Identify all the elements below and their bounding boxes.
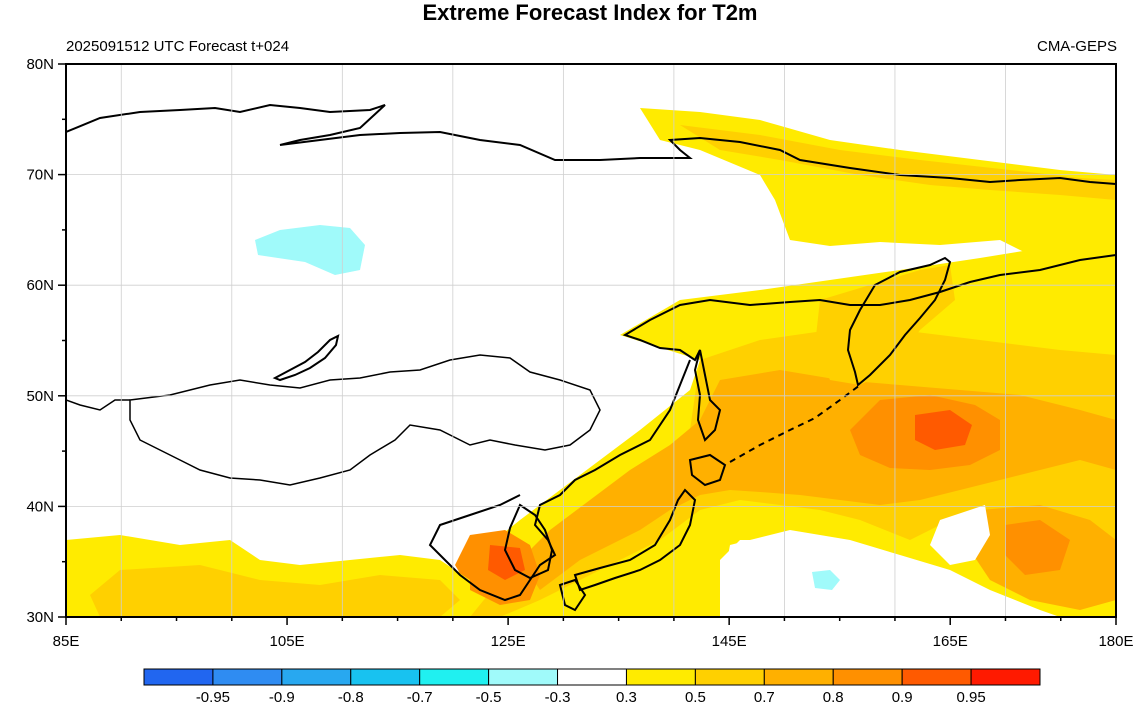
efi-region-pacific-5 — [915, 410, 972, 450]
colorbar-label: -0.95 — [196, 689, 230, 704]
lat-tick-label: 30N — [26, 609, 54, 626]
border-west — [66, 399, 130, 411]
coastline-kurils — [729, 384, 861, 463]
lat-tick-label: 60N — [26, 277, 54, 294]
chart-title: Extreme Forecast Index for T2m — [422, 0, 758, 25]
coastline-eastasia — [428, 359, 691, 602]
colorbar: -0.95 -0.9 -0.8 -0.7 -0.5 -0.3 0.3 0.5 0.7 0.8 0.9… — [143, 668, 1041, 704]
coastline-kamchatka — [846, 256, 952, 387]
colorbar-swatch — [419, 668, 490, 686]
efi-clear-mid-pacific — [930, 505, 990, 565]
colorbar-label: -0.7 — [407, 689, 433, 704]
coastline-chukotka — [622, 254, 1116, 362]
model-name-label: CMA-GEPS — [1036, 38, 1117, 55]
efi-region-cyan-siberia — [255, 225, 365, 275]
colorbar-swatch — [694, 668, 765, 686]
forecast-time-label: 2025091512 UTC Forecast t+024 — [66, 38, 290, 55]
colorbar-swatch — [350, 668, 421, 686]
efi-region-cyan-sea — [812, 570, 840, 590]
colorbar-swatch — [281, 668, 352, 686]
lat-tick-label: 80N — [26, 56, 54, 73]
lake-baikal — [272, 334, 340, 382]
colorbar-swatch — [143, 668, 214, 686]
efi-region-south-2 — [90, 565, 460, 617]
coastline-japan-kyushu — [558, 578, 587, 612]
colorbar-label: 0.95 — [956, 689, 985, 704]
colorbar-swatch — [557, 668, 627, 686]
lat-tick-label: 50N — [26, 388, 54, 405]
colorbar-swatch — [901, 668, 972, 686]
colorbar-label: 0.7 — [754, 689, 775, 704]
coastlines — [66, 103, 1116, 612]
colorbar-swatch — [970, 668, 1041, 686]
colorbar-label: -0.8 — [338, 689, 364, 704]
lon-tick-label: 125E — [491, 633, 526, 650]
coastline-japan-hokkaido — [688, 453, 727, 487]
colorbar-label: -0.9 — [269, 689, 295, 704]
axes: 80N 70N 60N 50N 40N 30N 85E 105E 125E 145E 165E 180… — [26, 56, 1133, 650]
lon-tick-label: 145E — [712, 633, 747, 650]
colorbar-label: -0.3 — [545, 689, 571, 704]
efi-region-east-2 — [1005, 520, 1070, 575]
lon-tick-label: 180E — [1098, 633, 1133, 650]
lat-tick-label: 40N — [26, 498, 54, 515]
colorbar-swatch — [832, 668, 903, 686]
coastline-korea — [503, 503, 554, 580]
border-mongolia — [129, 354, 601, 486]
colorbar-label: -0.5 — [476, 689, 502, 704]
colorbar-label: 0.5 — [685, 689, 706, 704]
coastline-japan-honshu — [573, 488, 697, 592]
colorbar-label: 0.3 — [616, 689, 637, 704]
colorbar-swatch — [212, 668, 283, 686]
colorbar-swatch — [625, 668, 696, 686]
colorbar-swatch — [763, 668, 834, 686]
lat-tick-label: 70N — [26, 167, 54, 184]
colorbar-label: 0.9 — [892, 689, 913, 704]
colorbar-label: 0.8 — [823, 689, 844, 704]
lon-tick-label: 105E — [270, 633, 305, 650]
colorbar-swatch — [488, 668, 559, 686]
lon-tick-label: 165E — [933, 633, 968, 650]
coastline-arctic — [66, 103, 1116, 185]
coastline-sakhalin — [693, 349, 722, 442]
lon-tick-label: 85E — [53, 633, 80, 650]
gridlines — [66, 64, 1116, 617]
efi-clear-south-pacific — [720, 530, 1060, 617]
